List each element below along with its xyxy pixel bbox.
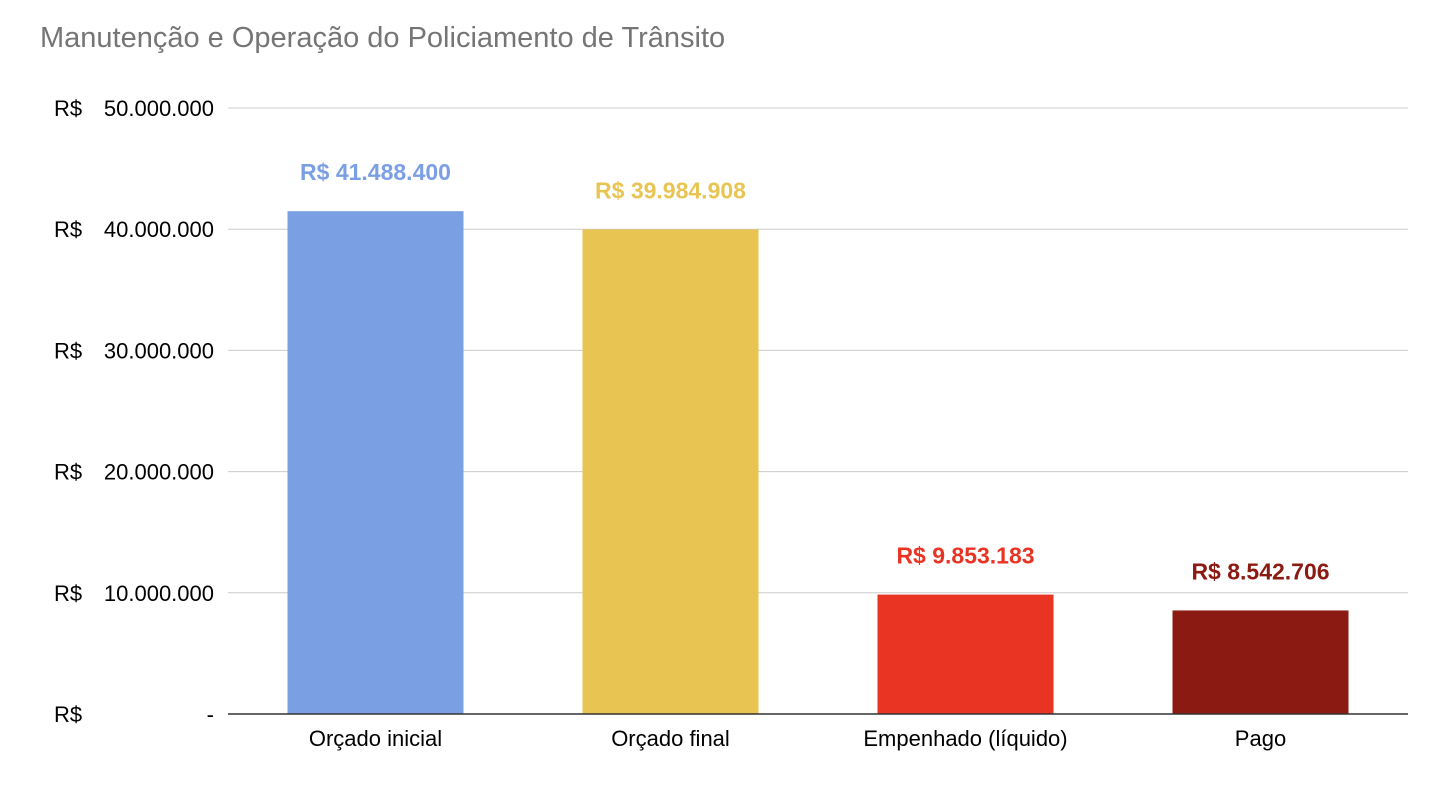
- bar: [877, 594, 1054, 714]
- data-label: R$ 9.853.183: [896, 543, 1034, 569]
- y-tick-prefix: R$: [54, 217, 82, 242]
- bar: [1172, 610, 1349, 714]
- y-tick-prefix: R$: [54, 338, 82, 363]
- y-tick-label: 40.000.000: [104, 217, 214, 242]
- x-tick-label: Empenhado (líquido): [863, 726, 1067, 751]
- y-tick-label: 50.000.000: [104, 96, 214, 121]
- y-tick-label: 10.000.000: [104, 581, 214, 606]
- data-label: R$ 41.488.400: [300, 159, 451, 185]
- y-tick-label: 20.000.000: [104, 460, 214, 485]
- y-tick-prefix: R$: [54, 460, 82, 485]
- x-tick-label: Orçado final: [611, 726, 730, 751]
- y-axis-ticks: R$ 50.000.000 R$ 40.000.000 R$ 30.000.000 R$ 20…: [54, 96, 214, 727]
- x-tick-label: Pago: [1235, 726, 1286, 751]
- bar: [582, 229, 759, 714]
- bar: [287, 211, 464, 715]
- y-tick-prefix: R$: [54, 581, 82, 606]
- x-tick-label: Orçado inicial: [309, 726, 442, 751]
- data-label: R$ 39.984.908: [595, 177, 746, 203]
- y-tick-prefix: R$: [54, 702, 82, 727]
- y-tick-prefix: R$: [54, 96, 82, 121]
- data-label: R$ 8.542.706: [1191, 558, 1329, 584]
- data-labels: R$ 41.488.400 R$ 39.984.908 R$ 9.853.183 R$…: [300, 159, 1330, 584]
- x-axis-ticks: Orçado inicial Orçado final Empenhado (líq…: [309, 726, 1286, 751]
- y-tick-label: 30.000.000: [104, 338, 214, 363]
- bars: [287, 211, 1349, 715]
- y-tick-label: -: [207, 702, 214, 727]
- chart-title: Manutenção e Operação do Policiamento de…: [40, 22, 726, 54]
